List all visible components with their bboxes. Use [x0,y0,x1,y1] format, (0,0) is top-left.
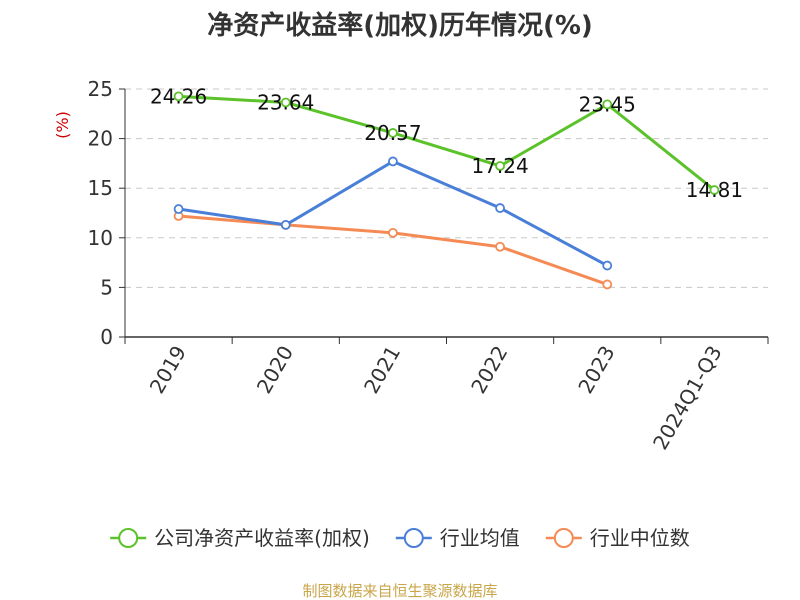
data-point [173,91,184,102]
legend-label: 行业均值 [440,526,520,550]
legend-label: 公司净资产收益率(加权) [154,526,370,550]
data-label: 20.57 [364,121,421,145]
data-label: 24.26 [150,84,207,108]
legend: 公司净资产收益率(加权) 行业均值 行业中位数 [110,526,690,550]
series-line [178,214,608,286]
y-tick-label: 15 [88,176,113,200]
data-point [602,99,613,110]
data-point [388,156,398,167]
series-line [178,159,608,267]
y-tick-label: 25 [88,77,113,101]
data-point [280,97,291,108]
grid-lines [125,88,768,288]
legend-marker [553,528,574,548]
axes: 0 5 10 15 20 25 2019 2020 2021 2022 2023 2024Q1-Q3 [88,77,769,454]
source-note: 制图数据来自恒生聚源数据库 [302,582,497,600]
data-point [709,185,720,195]
data-label: 23.64 [257,90,314,114]
x-tick-label: 2022 [466,342,512,398]
legend-label: 行业中位数 [590,526,690,550]
chart-title: 净资产收益率(加权)历年情况(%) [207,10,593,41]
data-point [602,260,613,271]
y-tick-label: 20 [88,127,113,151]
data-point [495,161,505,171]
series-lines [173,91,720,290]
data-point [602,279,613,290]
y-tick-label: 0 [100,325,113,349]
y-tick-label: 5 [100,275,113,299]
data-label: 17.24 [471,154,528,178]
x-tick-label: 2021 [359,342,405,398]
data-point [173,204,184,214]
data-label: 14.81 [686,178,743,202]
data-point [280,220,291,230]
y-axis-label: (%) [53,111,72,139]
series-line [178,94,716,192]
data-point [495,203,505,213]
y-tick-label: 10 [88,226,113,250]
legend-marker [118,528,139,548]
legend-marker [403,528,424,548]
x-tick-label: 2020 [252,342,298,398]
data-point [388,227,398,238]
x-tick-label: 2019 [145,342,191,398]
data-point [495,241,505,252]
x-tick-label: 2023 [573,342,619,398]
data-label: 23.45 [579,92,636,116]
data-labels: 24.26 23.64 20.57 17.24 23.45 14.81 [150,84,743,202]
x-tick-label: 2024Q1-Q3 [648,342,727,454]
data-point [388,128,398,138]
